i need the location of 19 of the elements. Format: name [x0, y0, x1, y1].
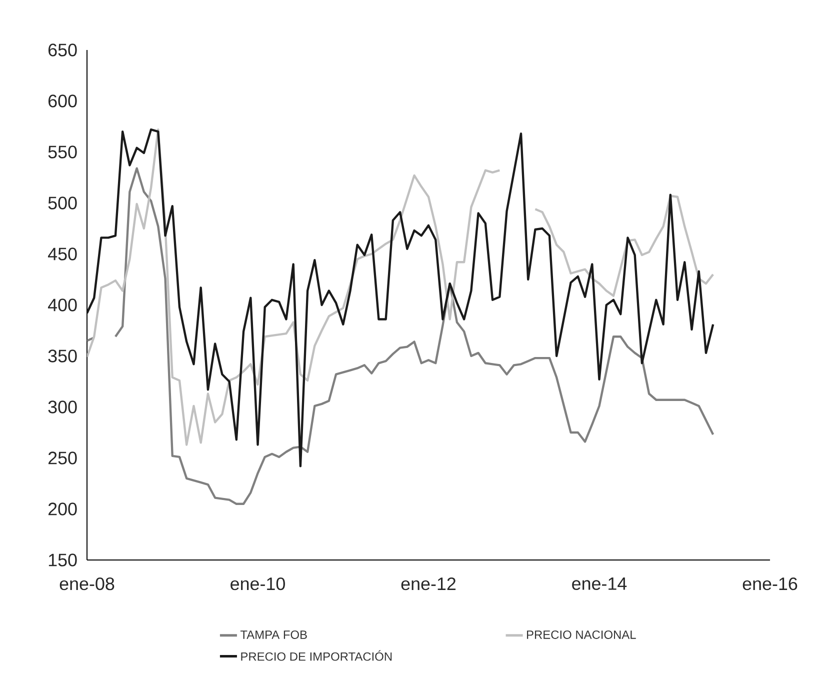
y-tick-label: 150 [48, 554, 77, 566]
legend-label: PRECIO NACIONAL [527, 630, 636, 639]
y-tick-label: 250 [48, 452, 77, 464]
y-tick-label: 200 [48, 502, 77, 516]
x-tick-label: ene-08 [60, 577, 114, 590]
legend-label: TAMPA FOB [240, 630, 307, 639]
x-tick-label: ene-12 [401, 577, 456, 590]
y-tick-label: 300 [48, 400, 77, 414]
legend-label: PRECIO DE IMPORTACIÓN [241, 650, 392, 661]
y-tick-label: 400 [48, 298, 77, 312]
y-tick-label: 450 [48, 248, 77, 260]
x-tick-label: ene-16 [742, 577, 798, 590]
y-tick-label: 500 [48, 196, 77, 210]
y-tick-label: 600 [48, 94, 77, 108]
y-tick-label: 550 [48, 146, 77, 158]
x-tick-label: ene-14 [572, 577, 627, 590]
y-tick-label: 350 [48, 350, 77, 362]
y-tick-label: 650 [48, 44, 77, 56]
x-tick-label: ene-10 [230, 577, 285, 590]
